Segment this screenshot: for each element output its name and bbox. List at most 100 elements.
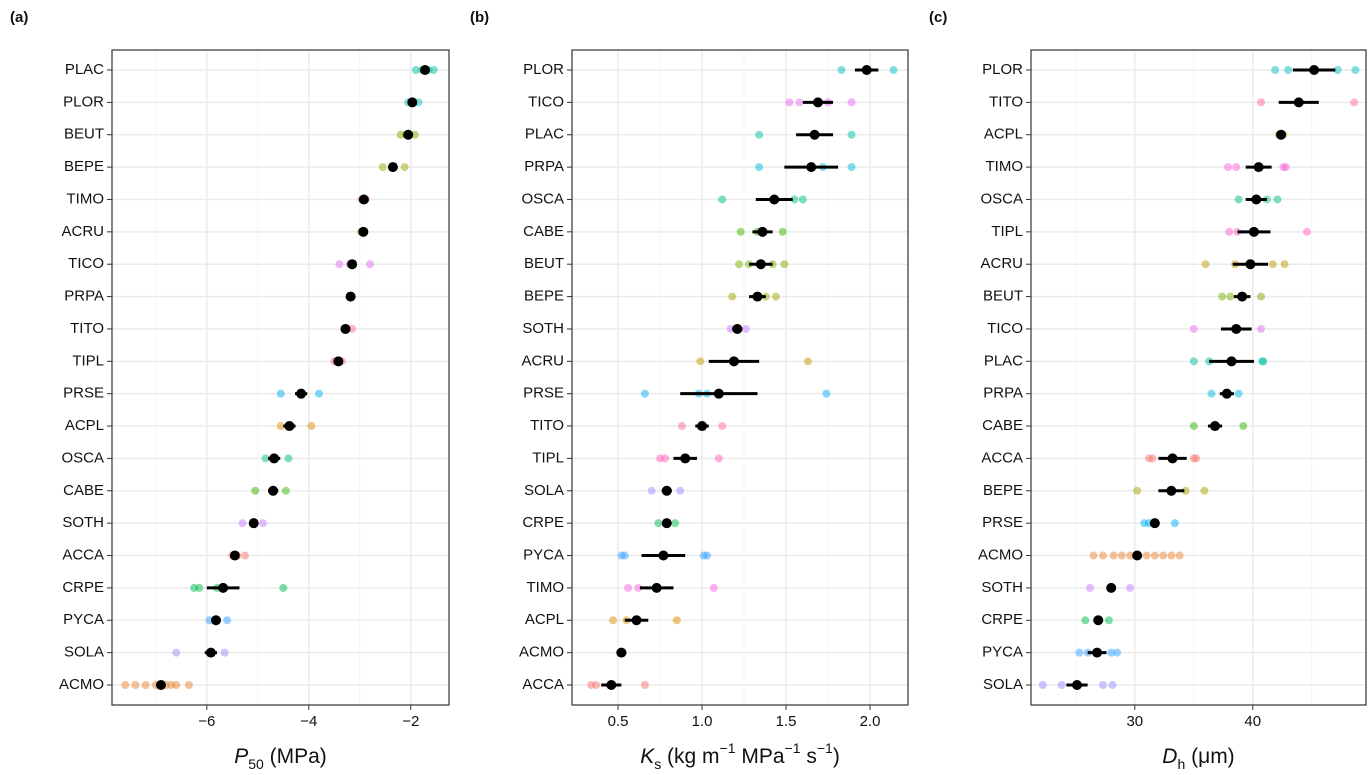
y-tick-label: SOTH [522,320,564,337]
mean-point [347,259,358,270]
data-point [410,130,419,139]
data-point [1175,551,1184,560]
data-point [671,519,680,528]
y-tick-label: BEPE [64,158,104,175]
mean-point [616,647,627,658]
y-tick-label: SOTH [981,579,1023,596]
y-tick-label: TICO [68,255,104,272]
data-point [1089,551,1098,560]
panel-label: (b) [470,9,489,26]
data-point [223,616,232,625]
data-point [1257,292,1266,301]
y-tick-label: BEUT [983,288,1023,305]
x-axis-label: Dh (μm) [1162,745,1234,772]
data-point [1159,551,1168,560]
mean-point [229,550,240,561]
mean-point [333,356,344,367]
y-tick-label: TIPL [532,449,564,466]
x-axis-label-part: h [1177,756,1185,772]
data-point [1181,486,1190,495]
y-tick-label: TIMO [527,579,565,596]
y-tick-label: PRSE [63,385,104,402]
y-tick-label: ACMO [519,644,564,661]
data-point [1142,551,1151,560]
data-point [365,260,374,269]
mean-point [1293,97,1304,108]
data-point [284,454,293,463]
y-tick-label: SOLA [983,676,1023,693]
x-axis-label-part: D [1162,745,1177,768]
y-tick-label: ACPL [65,417,104,434]
x-tick-label: 0.5 [608,713,629,730]
x-tick-label: −2 [402,713,419,730]
y-tick-label: TICO [987,320,1023,337]
data-point [608,616,617,625]
data-point [1167,551,1176,560]
data-point [703,551,712,560]
data-point [307,422,316,431]
data-point [1259,357,1268,366]
data-point [620,551,629,560]
data-point [718,422,727,431]
data-point [785,98,794,107]
mean-point [631,615,642,626]
y-tick-label: CABE [523,223,564,240]
data-point [429,66,438,74]
data-point [677,422,686,431]
mean-point [1072,680,1083,690]
data-point [279,583,288,592]
x-axis-label-part: −1 [817,740,833,756]
y-tick-label: PRPA [64,288,104,305]
data-point [1107,648,1116,657]
x-axis-label-part: −1 [720,740,736,756]
data-point [1271,66,1280,74]
y-tick-label: TICO [528,93,564,110]
mean-point [606,680,617,690]
mean-point [1149,518,1160,529]
x-axis-label-part: MPa [736,745,785,768]
data-point [1189,357,1198,366]
mean-point [809,129,820,140]
data-point [889,66,898,74]
x-axis-label-part: (kg m [661,745,719,768]
data-point [734,260,743,269]
x-axis-label-part: s [654,756,661,772]
mean-point [155,680,166,690]
mean-point [806,162,817,173]
data-point [780,260,789,269]
y-tick-label: ACPL [984,126,1023,143]
data-point [1226,292,1235,301]
data-point [847,163,856,172]
data-point [676,486,685,495]
mean-point [1245,259,1256,270]
data-point [790,195,799,204]
mean-point [284,421,295,432]
data-point [1148,454,1157,463]
data-point [1225,227,1234,236]
x-axis-label-part: ) [833,745,840,768]
data-point [131,681,140,689]
data-point [195,583,204,592]
x-axis-label: P50 (MPa) [234,745,327,772]
data-point [378,163,387,172]
data-point [1281,163,1290,172]
mean-point [713,388,724,399]
mean-point [732,323,743,334]
mean-point [420,65,431,75]
data-point [592,681,601,689]
x-tick-label: 40 [1244,713,1261,730]
y-tick-label: PLOR [63,93,104,110]
y-tick-label: ACRU [61,223,104,240]
data-point [251,486,260,495]
x-axis-label-part: 50 [248,756,264,772]
mean-point [812,97,823,108]
x-axis-label-part: (μm) [1185,745,1234,768]
data-point [718,195,727,204]
data-point [1113,648,1122,657]
data-point [1234,195,1243,204]
y-tick-label: ACCA [981,449,1023,466]
data-point [728,292,737,301]
x-tick-label: −4 [300,713,317,730]
data-point [741,324,750,333]
